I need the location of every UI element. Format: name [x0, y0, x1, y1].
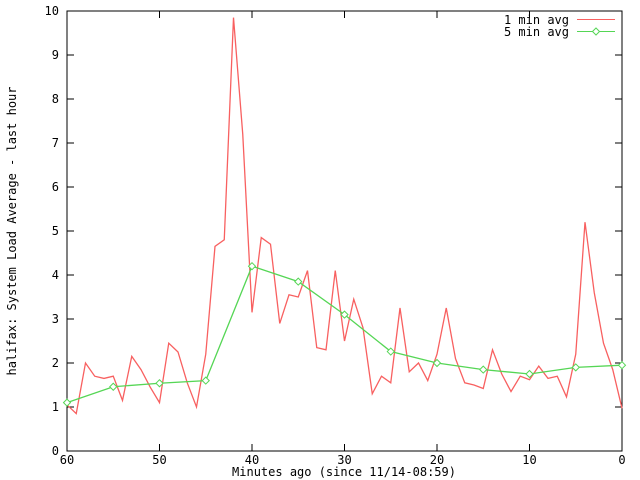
data-point-diamond-marker: [62, 398, 72, 407]
y-tick-label: 1: [52, 400, 59, 414]
x-tick-label: 20: [430, 453, 444, 467]
data-point-diamond-marker: [155, 379, 164, 388]
y-tick-label: 8: [52, 92, 59, 106]
x-tick-label: 50: [152, 453, 166, 467]
y-tick-label: 0: [52, 444, 59, 458]
y-tick-label: 9: [52, 48, 59, 62]
y-tick-label: 7: [52, 136, 59, 150]
series-line-5-min-avg: [66, 265, 623, 404]
series-line-1-min-avg: [66, 17, 623, 415]
data-point-diamond-marker: [479, 365, 488, 374]
y-tick-label: 10: [45, 4, 59, 18]
data-point-diamond-marker: [109, 382, 118, 391]
x-tick-label: 60: [60, 453, 74, 467]
axis-tick-labels: 60 50 40 30 20 10 0 0 1 2 3 4 5 6 7 8 9 10: [45, 4, 626, 467]
x-tick-label: 10: [522, 453, 536, 467]
x-axis-label: Minutes ago (since 11/14-08:59): [232, 465, 456, 479]
data-point-diamond-marker: [617, 360, 627, 370]
x-tick-label: 0: [618, 453, 625, 467]
x-tick-label: 40: [245, 453, 259, 467]
data-series: [62, 17, 627, 415]
data-point-diamond-marker: [571, 363, 580, 372]
data-point-diamond-marker: [340, 310, 349, 319]
legend: 1 min avg 5 min avg: [504, 13, 615, 39]
data-point-diamond-marker: [247, 261, 257, 271]
x-tick-label: 30: [337, 453, 351, 467]
data-point-diamond-marker: [201, 376, 210, 385]
data-point-diamond-marker: [386, 347, 395, 356]
data-point-diamond-marker: [525, 369, 534, 379]
y-tick-label: 4: [52, 268, 59, 282]
legend-diamond-marker-icon: [591, 27, 601, 36]
axis-ticks: [66, 10, 623, 452]
y-tick-label: 5: [52, 224, 59, 238]
y-tick-label: 3: [52, 312, 59, 326]
y-tick-label: 6: [52, 180, 59, 194]
y-axis-label: halifax: System Load Average - last hour: [5, 87, 19, 376]
data-point-diamond-marker: [294, 277, 303, 286]
legend-label-5min-avg: 5 min avg: [504, 25, 569, 39]
y-tick-label: 2: [52, 356, 59, 370]
plot-border: [66, 10, 623, 452]
data-point-diamond-marker: [432, 358, 442, 368]
legend-label-1min-avg: 1 min avg: [504, 13, 569, 27]
